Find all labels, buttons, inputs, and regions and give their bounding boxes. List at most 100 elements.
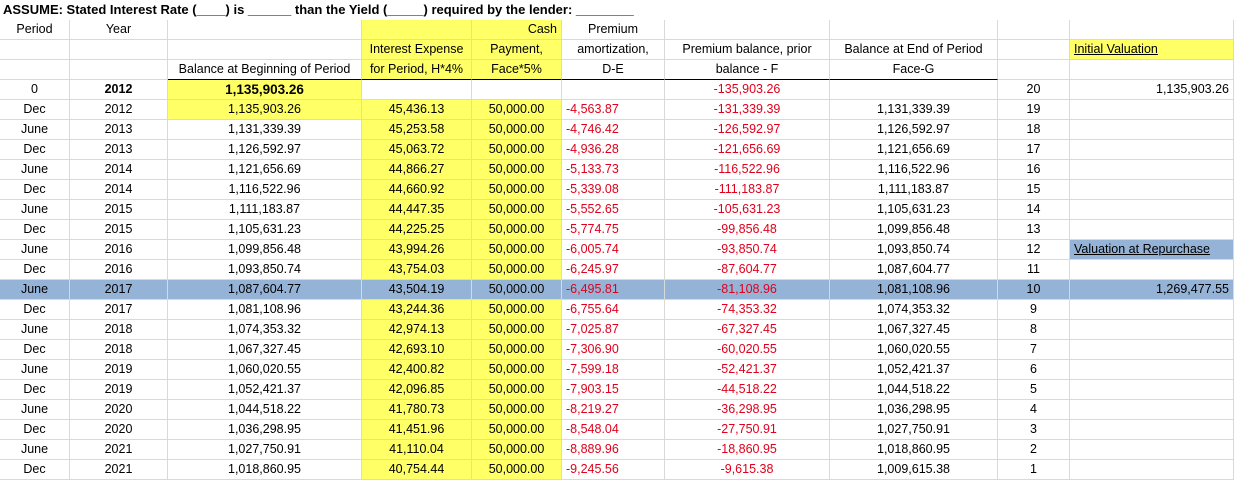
header-prembal-2[interactable]: balance - F — [665, 60, 830, 80]
valuation-cell[interactable] — [1070, 220, 1234, 240]
cell[interactable] — [0, 60, 70, 80]
year-cell[interactable]: 2018 — [70, 320, 168, 340]
premium-amortization-cell[interactable]: -7,599.18 — [562, 360, 665, 380]
premium-amortization-cell[interactable]: -7,025.87 — [562, 320, 665, 340]
period-cell[interactable]: Dec — [0, 100, 70, 120]
cash-payment-cell[interactable]: 50,000.00 — [472, 420, 562, 440]
year-cell[interactable]: 2016 — [70, 240, 168, 260]
period-cell[interactable]: June — [0, 440, 70, 460]
balance-begin-cell[interactable]: 1,087,604.77 — [168, 280, 362, 300]
valuation-cell[interactable] — [1070, 320, 1234, 340]
cash-payment-cell[interactable]: 50,000.00 — [472, 100, 562, 120]
header-cash-0[interactable]: Cash — [472, 20, 562, 40]
premium-balance-cell[interactable]: -131,339.39 — [665, 100, 830, 120]
year-cell[interactable]: 2019 — [70, 380, 168, 400]
year-cell[interactable]: 2018 — [70, 340, 168, 360]
year-cell[interactable]: 2015 — [70, 200, 168, 220]
balance-end-cell[interactable]: 1,099,856.48 — [830, 220, 998, 240]
year-cell[interactable]: 2012 — [70, 80, 168, 100]
period-cell[interactable]: 0 — [0, 80, 70, 100]
premium-amortization-cell[interactable]: -4,563.87 — [562, 100, 665, 120]
valuation-cell[interactable] — [1070, 400, 1234, 420]
year-cell[interactable]: 2014 — [70, 160, 168, 180]
interest-expense-cell[interactable]: 44,447.35 — [362, 200, 472, 220]
cash-payment-cell[interactable]: 50,000.00 — [472, 220, 562, 240]
premium-balance-cell[interactable]: -9,615.38 — [665, 460, 830, 480]
header-prem-2[interactable]: D-E — [562, 60, 665, 80]
cash-payment-cell[interactable]: 50,000.00 — [472, 380, 562, 400]
balance-end-cell[interactable]: 1,060,020.55 — [830, 340, 998, 360]
header-end-2[interactable]: Face-G — [830, 60, 998, 80]
periods-remaining-cell[interactable]: 14 — [998, 200, 1070, 220]
premium-amortization-cell[interactable]: -6,495.81 — [562, 280, 665, 300]
periods-remaining-cell[interactable]: 16 — [998, 160, 1070, 180]
balance-end-cell[interactable]: 1,052,421.37 — [830, 360, 998, 380]
premium-amortization-cell[interactable]: -6,755.64 — [562, 300, 665, 320]
valuation-cell[interactable] — [1070, 200, 1234, 220]
periods-remaining-cell[interactable]: 9 — [998, 300, 1070, 320]
cell[interactable] — [1070, 20, 1234, 40]
interest-expense-cell[interactable]: 43,504.19 — [362, 280, 472, 300]
cash-payment-cell[interactable]: 50,000.00 — [472, 300, 562, 320]
header-end-1[interactable]: Balance at End of Period — [830, 40, 998, 60]
interest-expense-cell[interactable]: 45,063.72 — [362, 140, 472, 160]
interest-expense-cell[interactable]: 44,225.25 — [362, 220, 472, 240]
valuation-cell[interactable] — [1070, 140, 1234, 160]
balance-begin-cell[interactable]: 1,052,421.37 — [168, 380, 362, 400]
header-prembal-1[interactable]: Premium balance, prior — [665, 40, 830, 60]
periods-remaining-cell[interactable]: 19 — [998, 100, 1070, 120]
period-cell[interactable]: Dec — [0, 260, 70, 280]
premium-amortization-cell[interactable]: -8,219.27 — [562, 400, 665, 420]
period-cell[interactable]: Dec — [0, 140, 70, 160]
period-cell[interactable]: Dec — [0, 380, 70, 400]
year-cell[interactable]: 2020 — [70, 420, 168, 440]
valuation-cell[interactable] — [1070, 360, 1234, 380]
premium-balance-cell[interactable]: -126,592.97 — [665, 120, 830, 140]
cash-payment-cell[interactable]: 50,000.00 — [472, 460, 562, 480]
balance-end-cell[interactable]: 1,027,750.91 — [830, 420, 998, 440]
header-year[interactable]: Year — [70, 20, 168, 40]
periods-remaining-cell[interactable]: 3 — [998, 420, 1070, 440]
premium-balance-cell[interactable]: -36,298.95 — [665, 400, 830, 420]
periods-remaining-cell[interactable]: 5 — [998, 380, 1070, 400]
balance-begin-cell[interactable]: 1,067,327.45 — [168, 340, 362, 360]
premium-balance-cell[interactable]: -135,903.26 — [665, 80, 830, 100]
period-cell[interactable]: Dec — [0, 340, 70, 360]
period-cell[interactable]: June — [0, 280, 70, 300]
balance-begin-cell[interactable]: 1,018,860.95 — [168, 460, 362, 480]
year-cell[interactable]: 2013 — [70, 120, 168, 140]
premium-amortization-cell[interactable]: -5,552.65 — [562, 200, 665, 220]
year-cell[interactable]: 2012 — [70, 100, 168, 120]
premium-balance-cell[interactable]: -67,327.45 — [665, 320, 830, 340]
valuation-cell[interactable] — [1070, 260, 1234, 280]
year-cell[interactable]: 2017 — [70, 300, 168, 320]
period-cell[interactable]: June — [0, 240, 70, 260]
interest-expense-cell[interactable]: 43,244.36 — [362, 300, 472, 320]
periods-remaining-cell[interactable]: 4 — [998, 400, 1070, 420]
year-cell[interactable]: 2020 — [70, 400, 168, 420]
year-cell[interactable]: 2015 — [70, 220, 168, 240]
balance-begin-cell[interactable]: 1,126,592.97 — [168, 140, 362, 160]
balance-begin-cell[interactable]: 1,116,522.96 — [168, 180, 362, 200]
header-interest-1[interactable]: Interest Expense — [362, 40, 472, 60]
balance-end-cell[interactable]: 1,093,850.74 — [830, 240, 998, 260]
count-cell[interactable]: 20 — [998, 80, 1070, 100]
balance-begin-cell[interactable]: 1,135,903.26 — [168, 100, 362, 120]
valuation-cell[interactable] — [1070, 380, 1234, 400]
interest-expense-cell[interactable]: 44,660.92 — [362, 180, 472, 200]
interest-expense-cell[interactable]: 41,110.04 — [362, 440, 472, 460]
period-cell[interactable]: June — [0, 120, 70, 140]
period-cell[interactable]: June — [0, 400, 70, 420]
initial-balance-cell[interactable]: 1,135,903.26 — [168, 80, 362, 100]
balance-end-cell[interactable]: 1,111,183.87 — [830, 180, 998, 200]
cash-payment-cell[interactable]: 50,000.00 — [472, 200, 562, 220]
premium-amortization-cell[interactable]: -6,005.74 — [562, 240, 665, 260]
year-cell[interactable]: 2016 — [70, 260, 168, 280]
premium-amortization-cell[interactable]: -5,339.08 — [562, 180, 665, 200]
cell[interactable] — [70, 40, 168, 60]
year-cell[interactable]: 2014 — [70, 180, 168, 200]
header-prem-1[interactable]: amortization, — [562, 40, 665, 60]
repurchase-valuation-label[interactable]: Valuation at Repurchase — [1070, 240, 1234, 260]
periods-remaining-cell[interactable]: 6 — [998, 360, 1070, 380]
cash-payment-cell[interactable]: 50,000.00 — [472, 120, 562, 140]
